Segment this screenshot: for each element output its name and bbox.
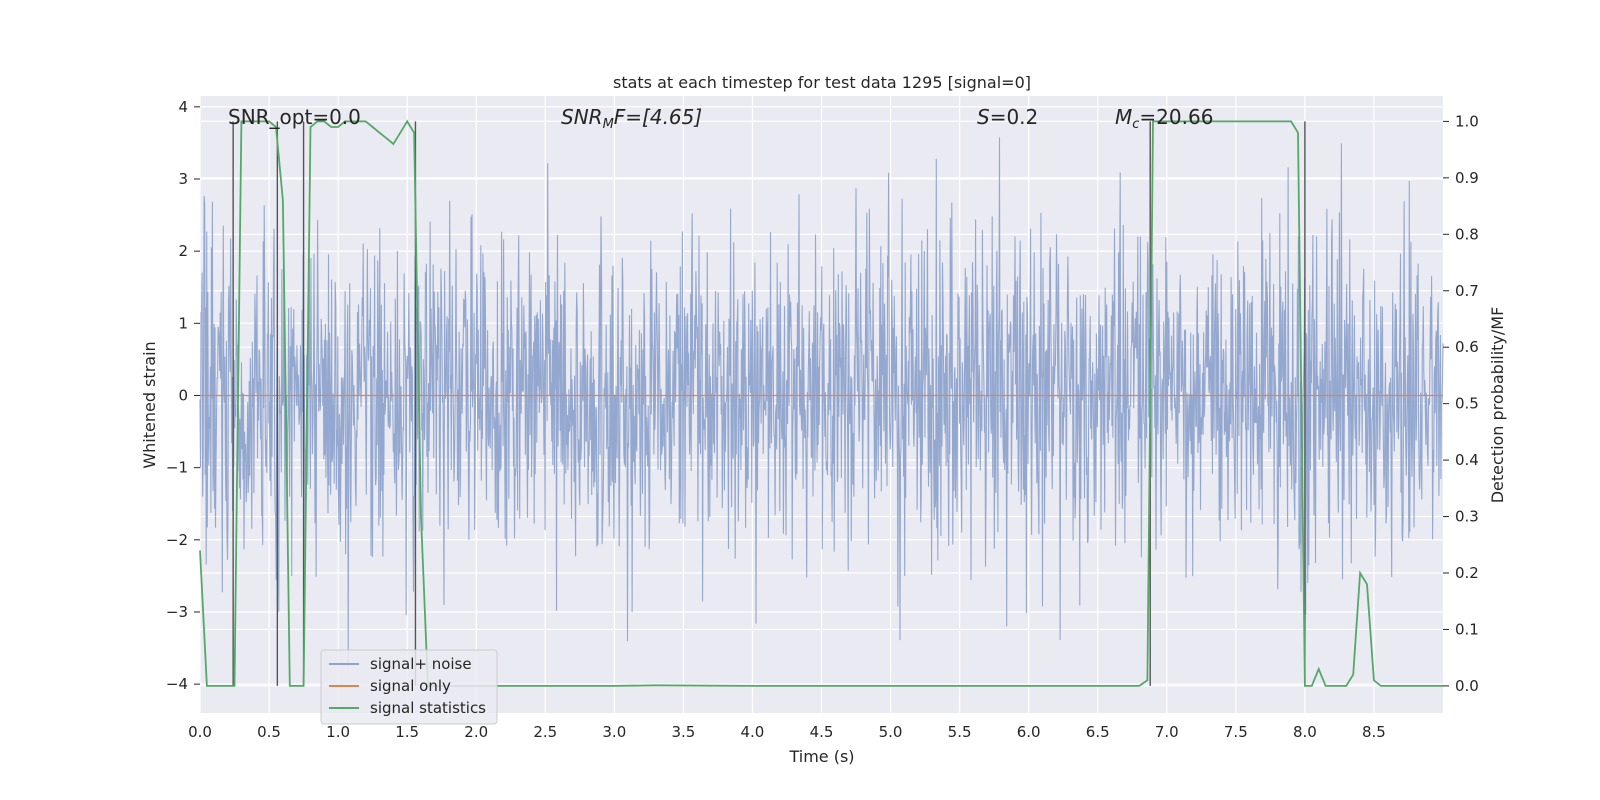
x-tick-label: 7.5 <box>1224 723 1248 741</box>
legend-label-signal-statistics: signal statistics <box>370 699 486 717</box>
x-tick-label: 6.0 <box>1017 723 1041 741</box>
y-right-tick-label: 0.0 <box>1455 677 1479 695</box>
annotation-snr-opt: SNR_opt=0.0 <box>228 105 361 129</box>
y-left-tick-label: −3 <box>166 603 188 621</box>
legend: signal+ noise signal only signal statist… <box>320 649 498 725</box>
right-y-axis-ticks: 1.0 0.9 0.8 0.7 0.6 0.5 0.4 0.3 0.2 0.1 0.0 <box>1443 112 1479 695</box>
right-y-axis-label: Detection probability/MF <box>1488 307 1507 504</box>
x-tick-label: 3.0 <box>602 723 626 741</box>
x-tick-label: 0.5 <box>257 723 281 741</box>
y-left-tick-label: −2 <box>166 531 188 549</box>
x-tick-label: 6.5 <box>1086 723 1110 741</box>
chart-title: stats at each timestep for test data 129… <box>613 73 1031 92</box>
signal-statistics-line <box>199 119 1443 687</box>
y-right-tick-label: 0.4 <box>1455 451 1479 469</box>
annotation-s: S=0.2 <box>977 105 1038 129</box>
x-axis-ticks: 0.0 0.5 1.0 1.5 2.0 2.5 3.0 3.5 4.0 4.5 5.0 5.5 6.0 6… <box>188 723 1386 741</box>
y-left-tick-label: 1 <box>178 314 188 332</box>
y-left-tick-label: −4 <box>166 675 188 693</box>
x-tick-label: 7.0 <box>1155 723 1179 741</box>
legend-box <box>320 649 498 725</box>
legend-label-signal-noise: signal+ noise <box>370 655 472 673</box>
annotation-snr-mf: SNRMF=[4.65] <box>561 105 702 132</box>
left-y-axis-label: Whitened strain <box>140 341 159 468</box>
x-tick-label: 8.0 <box>1293 723 1317 741</box>
left-y-axis-ticks: 4 3 2 1 0 −1 −2 −3 −4 <box>166 98 200 693</box>
signal-noise-trace <box>199 137 1444 667</box>
x-tick-label: 4.0 <box>741 723 765 741</box>
x-tick-label: 5.0 <box>879 723 903 741</box>
x-tick-label: 0.0 <box>188 723 212 741</box>
y-left-tick-label: 2 <box>178 242 188 260</box>
y-left-tick-label: 3 <box>178 170 188 188</box>
x-tick-label: 2.5 <box>533 723 557 741</box>
signal-noise-series <box>199 137 1444 667</box>
y-right-tick-label: 0.5 <box>1455 395 1479 413</box>
y-left-tick-label: 4 <box>178 98 188 116</box>
x-tick-label: 5.5 <box>948 723 972 741</box>
y-right-tick-label: 0.1 <box>1455 620 1479 638</box>
x-tick-label: 8.5 <box>1362 723 1386 741</box>
y-right-tick-label: 0.9 <box>1455 169 1479 187</box>
x-tick-label: 2.0 <box>464 723 488 741</box>
y-right-tick-label: 0.6 <box>1455 338 1479 356</box>
x-tick-label: 1.0 <box>326 723 350 741</box>
y-left-tick-label: −1 <box>166 459 188 477</box>
x-tick-label: 4.5 <box>810 723 834 741</box>
x-tick-label: 1.5 <box>395 723 419 741</box>
annotation-mc: Mc=20.66 <box>1115 105 1213 132</box>
y-right-tick-label: 0.2 <box>1455 564 1479 582</box>
x-axis-label: Time (s) <box>788 747 854 766</box>
y-right-tick-label: 0.8 <box>1455 225 1479 243</box>
x-tick-label: 3.5 <box>671 723 695 741</box>
legend-label-signal-only: signal only <box>370 677 451 695</box>
y-right-tick-label: 0.7 <box>1455 282 1479 300</box>
y-right-tick-label: 1.0 <box>1455 112 1479 130</box>
y-right-tick-label: 0.3 <box>1455 508 1479 526</box>
y-left-tick-label: 0 <box>178 386 188 404</box>
